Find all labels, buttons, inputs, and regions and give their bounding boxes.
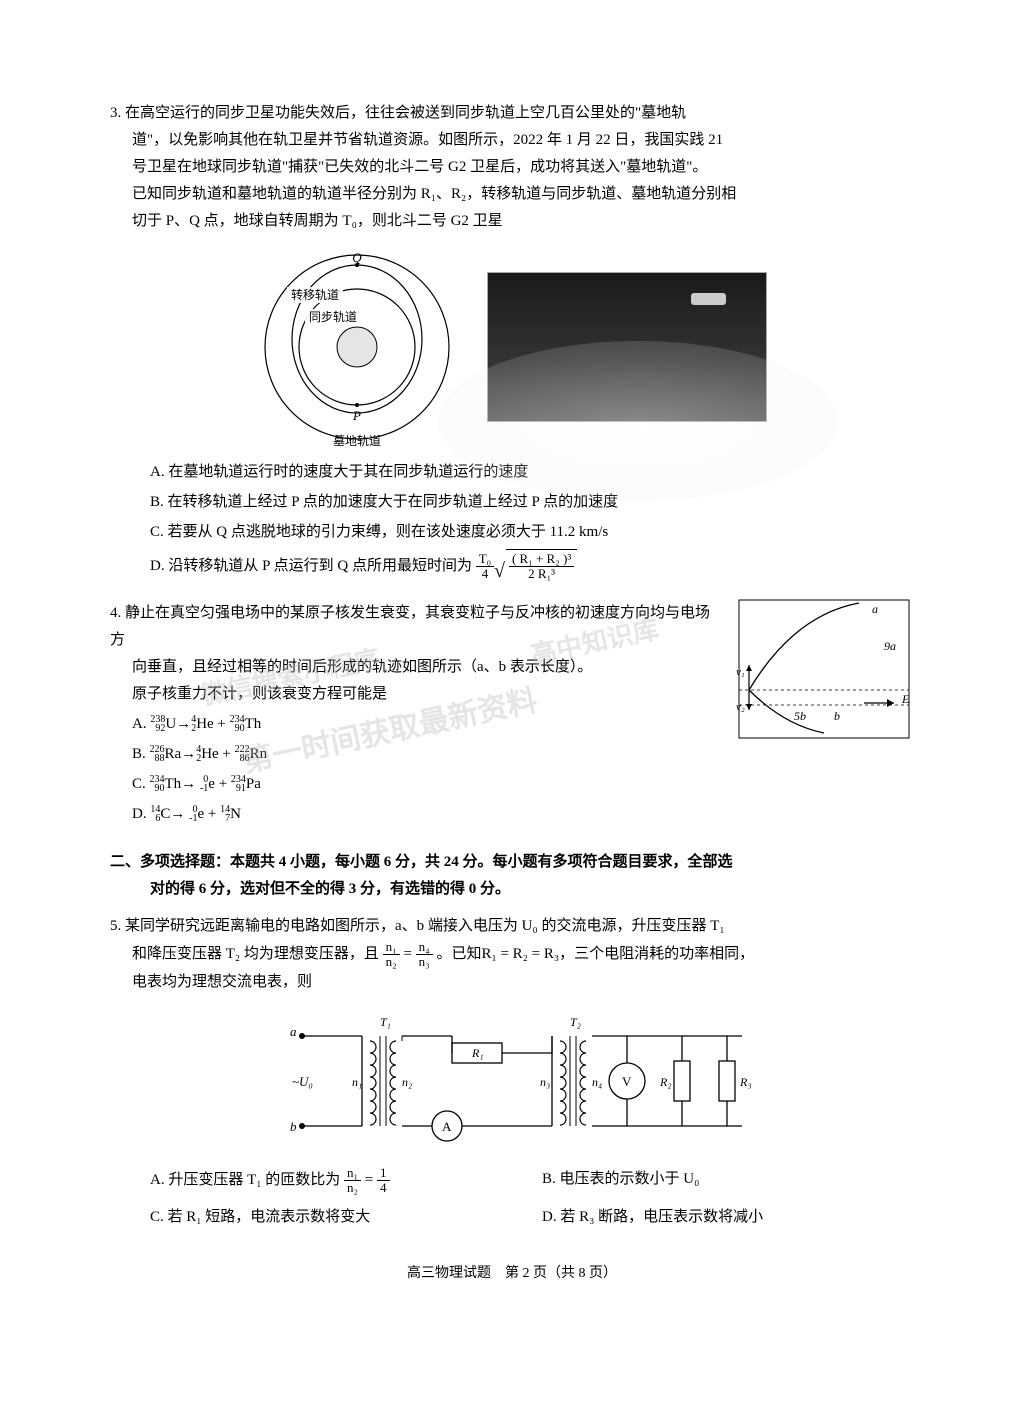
circuit-diagram: a b ~U₀ n₁ n₂ T₁ R₁ A n₃ n₄ T₂ (262, 1011, 762, 1151)
label-U0: ~U₀ (292, 1074, 313, 1089)
q3-line1: 在高空运行的同步卫星功能失效后，往往会被送到同步轨道上空几百公里处的"墓地轨 (125, 105, 686, 121)
label-transfer: 转移轨道 (291, 287, 339, 302)
q3-option-b: B. 在转移轨道上经过 P 点的加速度大于在同步轨道上经过 P 点的加速度 (150, 489, 914, 516)
q3-d-sqnum: ( R₁ + R₂ )³ (509, 552, 574, 567)
q3-line5: 切于 P、Q 点，地球自转周期为 T₀，则北斗二号 G2 卫星 (110, 208, 914, 235)
q5-stem: 5. 某同学研究远距离输电的电路如图所示，a、b 端接入电压为 U₀ 的交流电源… (110, 913, 914, 940)
label-a: a (290, 1024, 297, 1039)
q3-number: 3. (110, 105, 121, 121)
q5-line2: 和降压变压器 T₂ 均为理想变压器，且 n₁n₂ = n₄n₃ 。已知R₁ = … (110, 940, 914, 970)
q5-option-b: B. 电压表的示数小于 U₀ (542, 1166, 914, 1196)
question-4: 高中知识库 微信搜索小程序 第一时间获取最新资料 a 9a E 5b b v₁ … (110, 600, 914, 831)
label-R2: R₂ (659, 1075, 672, 1089)
q3-d-t0: T₀ (476, 552, 494, 567)
label-n2: n₂ (402, 1075, 412, 1089)
label-v1: v₁ (736, 666, 745, 678)
q5-option-c: C. 若 R₁ 短路，电流表示数将变大 (150, 1204, 522, 1231)
label-b: b (290, 1119, 297, 1134)
q3-line3: 号卫星在地球同步轨道"捕获"已失效的北斗二号 G2 卫星后，成功将其送入"墓地轨… (110, 154, 914, 181)
label-5b: 5b (794, 709, 806, 723)
q3-stem: 3. 在高空运行的同步卫星功能失效后，往往会被送到同步轨道上空几百公里处的"墓地… (110, 100, 914, 127)
q5-number: 5. (110, 918, 121, 934)
q5-options: A. 升压变压器 T₁ 的匝数比为 n₁n₂ = 14 B. 电压表的示数小于 … (110, 1166, 914, 1231)
label-R1: R₁ (471, 1046, 484, 1060)
q4-number: 4. (110, 605, 121, 621)
label-P: P (352, 408, 361, 423)
q5-option-a: A. 升压变压器 T₁ 的匝数比为 n₁n₂ = 14 (150, 1166, 522, 1196)
q5-option-d: D. 若 R₃ 断路，电压表示数将减小 (542, 1204, 914, 1231)
label-sync: 同步轨道 (309, 310, 357, 324)
q4-option-d: D. 146C→ 0-1e + 147N (132, 801, 914, 828)
q3-option-c: C. 若要从 Q 点逃脱地球的引力束缚，则在该处速度必须大于 11.2 km/s (150, 519, 914, 546)
q3-d-prefix: D. 沿转移轨道从 P 点运行到 Q 点所用最短时间为 (150, 558, 472, 574)
label-v2: v₂ (736, 701, 745, 713)
label-n4: n₄ (592, 1075, 602, 1089)
label-A: A (442, 1119, 452, 1134)
satellite-icon (691, 293, 726, 305)
q3-line2: 道"，以免影响其他在轨卫星并节省轨道资源。如图所示，2022 年 1 月 22 … (110, 127, 914, 154)
q5-line3: 电表均为理想交流电表，则 (110, 969, 914, 996)
label-grave: 墓地轨道 (333, 434, 381, 447)
q3-option-d: D. 沿转移轨道从 P 点运行到 Q 点所用最短时间为 T₀ 4 ( R₁ + … (150, 549, 914, 582)
section2-l2: 对的得 6 分，选对但不全的得 3 分，有选错的得 0 分。 (110, 876, 914, 903)
q3-d-sqden: 2 R₁³ (509, 567, 574, 581)
q3-d-4: 4 (476, 567, 494, 581)
label-n3: n₃ (540, 1075, 550, 1089)
label-a: a (872, 602, 878, 616)
page-footer: 高三物理试题 第 2 页（共 8 页） (110, 1261, 914, 1286)
orbit-diagram: Q P 转移轨道 同步轨道 墓地轨道 (257, 247, 457, 447)
label-b: b (834, 709, 840, 723)
q3-line4: 已知同步轨道和墓地轨道的轨道半径分别为 R₁、R₂，转移轨道与同步轨道、墓地轨道… (110, 181, 914, 208)
label-Q: Q (352, 250, 362, 265)
label-V: V (622, 1074, 632, 1089)
satellite-image (487, 272, 767, 422)
label-E: E (901, 692, 910, 706)
trajectory-diagram: a 9a E 5b b v₁ v₂ (734, 595, 914, 745)
q3-figures: Q P 转移轨道 同步轨道 墓地轨道 (110, 247, 914, 447)
q4-option-c: C. 23490Th→ 0-1e + 23491Pa (132, 771, 914, 798)
label-T1: T₁ (380, 1015, 391, 1029)
section-2-header: 二、多项选择题：本题共 4 小题，每小题 6 分，共 24 分。每小题有多项符合… (110, 849, 914, 903)
section2-l1: 二、多项选择题：本题共 4 小题，每小题 6 分，共 24 分。每小题有多项符合… (110, 849, 914, 876)
planet-arc (438, 341, 838, 501)
q5-line1: 某同学研究远距离输电的电路如图所示，a、b 端接入电压为 U₀ 的交流电源，升压… (125, 918, 725, 934)
label-n1: n₁ (352, 1075, 362, 1089)
question-3: 3. 在高空运行的同步卫星功能失效后，往往会被送到同步轨道上空几百公里处的"墓地… (110, 100, 914, 582)
label-T2: T₂ (570, 1015, 581, 1029)
q4-option-b: B. 22688Ra→42He + 22286Rn (132, 741, 914, 768)
label-R3: R₃ (739, 1075, 752, 1089)
label-9a: 9a (884, 639, 896, 653)
question-5: 5. 某同学研究远距离输电的电路如图所示，a、b 端接入电压为 U₀ 的交流电源… (110, 913, 914, 1231)
q4-line1: 静止在真空匀强电场中的某原子核发生衰变，其衰变粒子与反冲核的初速度方向均与电场方 (110, 605, 710, 648)
